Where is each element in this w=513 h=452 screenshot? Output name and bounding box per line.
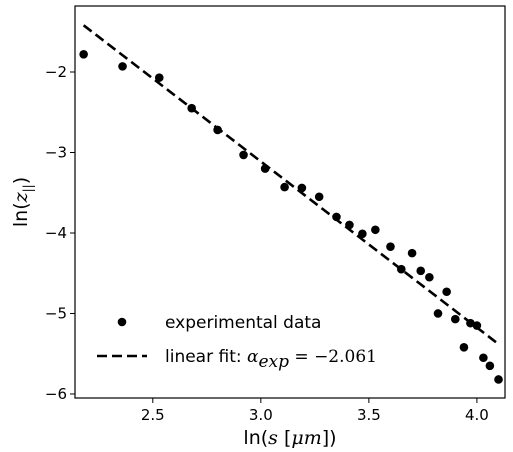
x-axis-label: ln(s [μm]): [243, 427, 336, 449]
data-point: [280, 182, 289, 192]
data-point: [154, 73, 164, 82]
data-point: [386, 242, 395, 251]
data-point: [433, 309, 443, 318]
data-point: [345, 220, 354, 230]
legend-label-data: experimental data: [165, 313, 321, 333]
y-tick-label: −5: [45, 304, 67, 322]
y-axis-label-text: ln(z||): [10, 177, 35, 227]
data-point: [239, 150, 248, 160]
x-tick-label: 3.0: [249, 406, 273, 424]
data-point: [451, 314, 460, 324]
x-tick-label: 3.5: [357, 406, 381, 424]
data-point: [479, 353, 488, 363]
plot-frame: [74, 5, 506, 399]
legend: experimental data linear fit: αexp = −2.0…: [97, 313, 377, 372]
data-point: [485, 361, 495, 371]
plot-area: 2.5 3.0 3.5 4.0 −2 −3 −4 −5 −6: [45, 5, 506, 424]
data-point: [260, 164, 270, 173]
y-tick-label: −6: [45, 385, 67, 403]
legend-label-fit: linear fit: αexp = −2.061: [165, 347, 377, 372]
x-tick-label: 2.5: [141, 406, 165, 424]
data-point: [79, 49, 88, 59]
y-axis-label: ln(z||): [10, 177, 35, 227]
data-point: [459, 342, 469, 352]
data-point: [297, 183, 307, 193]
data-point: [466, 318, 475, 328]
legend-marker-data: [117, 317, 127, 327]
data-point: [472, 321, 482, 330]
data-point: [118, 62, 127, 71]
data-point: [407, 248, 417, 258]
data-point: [442, 287, 451, 297]
data-point: [358, 229, 367, 239]
data-point: [416, 266, 426, 276]
data-point: [314, 192, 324, 202]
y-tick-label: −3: [45, 143, 67, 161]
data-point: [332, 212, 341, 222]
data-point: [494, 375, 503, 384]
fit-line: [82, 24, 498, 344]
data-point: [371, 225, 380, 235]
data-point: [396, 264, 406, 274]
data-point: [213, 125, 222, 135]
x-axis-label-text: ln(s [μm]): [243, 427, 336, 449]
data-point: [187, 103, 196, 113]
y-tick-label: −2: [45, 63, 67, 81]
x-tick-label: 4.0: [465, 406, 489, 424]
y-tick-label: −4: [45, 224, 67, 242]
data-point: [425, 272, 434, 282]
